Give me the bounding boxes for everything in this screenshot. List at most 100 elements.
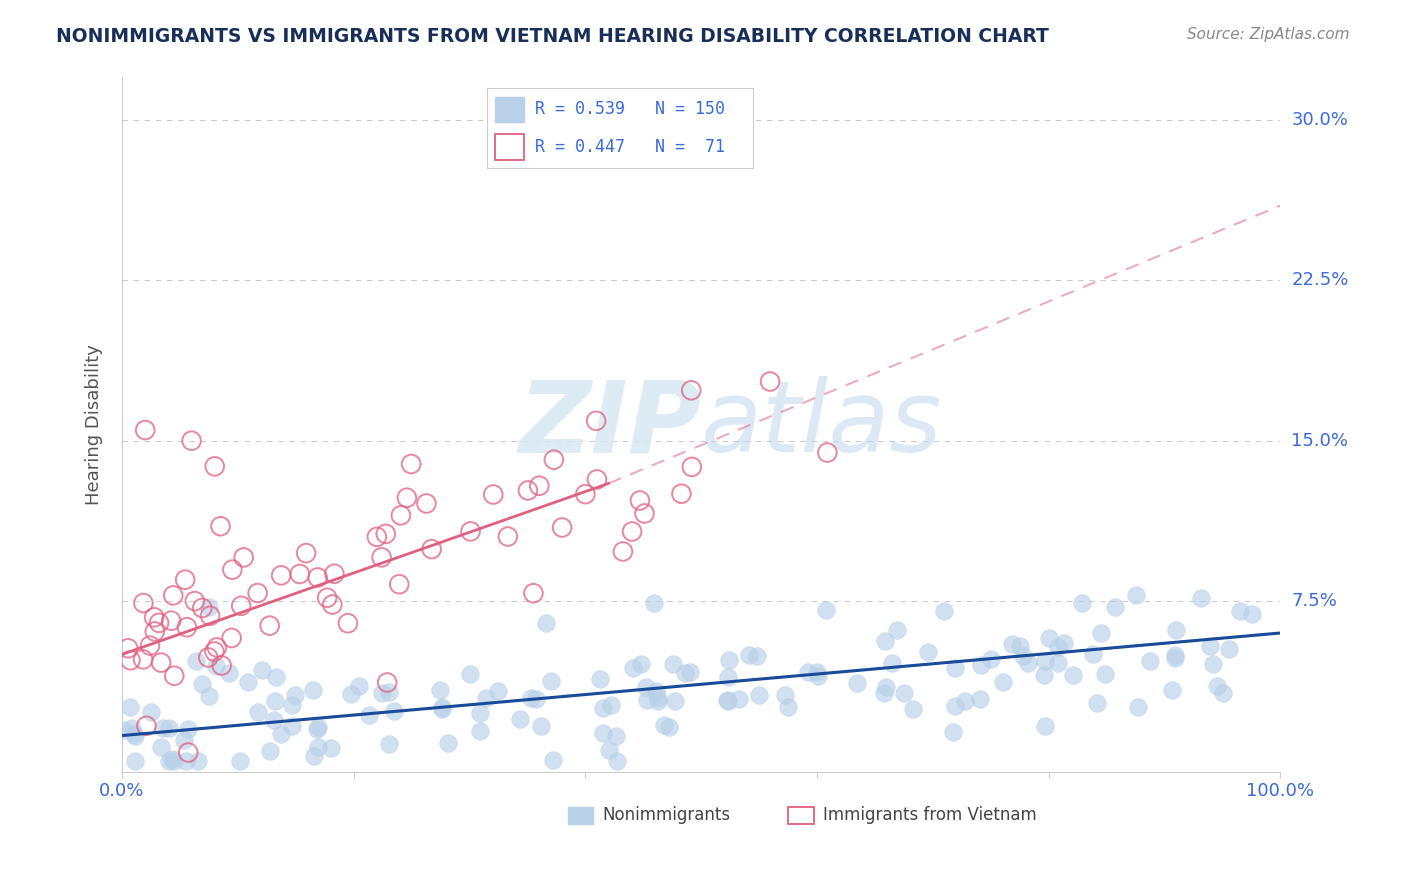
Point	[643, 596, 665, 610]
Point	[1017, 656, 1039, 670]
Text: 22.5%: 22.5%	[1292, 271, 1348, 289]
Point	[388, 577, 411, 591]
Point	[340, 687, 363, 701]
Point	[991, 675, 1014, 690]
Point	[1033, 654, 1056, 668]
Point	[681, 384, 703, 398]
Point	[482, 487, 505, 501]
Point	[516, 483, 538, 498]
Point	[124, 754, 146, 768]
Point	[748, 689, 770, 703]
Point	[370, 550, 392, 565]
Point	[112, 723, 135, 737]
Bar	[789, 806, 814, 824]
Point	[139, 705, 162, 719]
Point	[246, 586, 269, 600]
Point	[250, 663, 273, 677]
Point	[229, 754, 252, 768]
Point	[943, 661, 966, 675]
Point	[399, 457, 422, 471]
Point	[378, 737, 401, 751]
Point	[415, 496, 437, 510]
Point	[157, 754, 180, 768]
Text: Source: ZipAtlas.com: Source: ZipAtlas.com	[1187, 27, 1350, 42]
Point	[630, 657, 652, 671]
Text: Immigrants from Vietnam: Immigrants from Vietnam	[823, 806, 1036, 824]
Point	[600, 698, 623, 712]
Point	[540, 674, 562, 689]
Point	[211, 658, 233, 673]
Point	[1090, 625, 1112, 640]
Point	[534, 615, 557, 630]
Point	[474, 691, 496, 706]
Point	[530, 718, 553, 732]
Point	[932, 604, 955, 618]
Point	[157, 721, 180, 735]
Point	[1046, 656, 1069, 670]
Point	[236, 674, 259, 689]
Point	[543, 753, 565, 767]
Point	[184, 594, 207, 608]
Point	[589, 672, 612, 686]
Point	[198, 600, 221, 615]
Point	[942, 725, 965, 739]
Point	[586, 472, 609, 486]
Point	[1164, 648, 1187, 663]
Point	[302, 683, 325, 698]
Point	[1126, 699, 1149, 714]
Point	[662, 657, 685, 671]
Point	[389, 508, 412, 523]
Point	[432, 702, 454, 716]
Point	[266, 670, 288, 684]
Point	[281, 719, 304, 733]
Point	[284, 688, 307, 702]
Point	[198, 690, 221, 704]
Point	[612, 544, 634, 558]
Point	[1052, 636, 1074, 650]
Point	[1164, 651, 1187, 665]
Point	[1085, 696, 1108, 710]
Point	[132, 652, 155, 666]
Point	[776, 699, 799, 714]
Point	[1164, 623, 1187, 637]
Point	[143, 610, 166, 624]
Point	[717, 670, 740, 684]
Point	[468, 706, 491, 721]
Point	[420, 542, 443, 557]
Point	[281, 698, 304, 712]
Text: 7.5%: 7.5%	[1292, 592, 1337, 610]
Point	[135, 719, 157, 733]
Point	[875, 680, 897, 694]
Point	[319, 740, 342, 755]
Point	[486, 684, 509, 698]
Point	[524, 692, 547, 706]
Point	[585, 414, 607, 428]
Point	[1062, 668, 1084, 682]
Text: Nonimmigrants: Nonimmigrants	[603, 806, 731, 824]
Point	[173, 733, 195, 747]
Point	[176, 620, 198, 634]
Point	[1205, 679, 1227, 693]
Point	[628, 493, 651, 508]
Point	[673, 665, 696, 680]
Point	[1212, 686, 1234, 700]
Point	[191, 677, 214, 691]
Point	[152, 721, 174, 735]
Point	[160, 752, 183, 766]
Text: ZIP: ZIP	[519, 376, 702, 473]
Point	[288, 567, 311, 582]
Point	[814, 603, 837, 617]
Point	[307, 739, 329, 754]
Point	[429, 682, 451, 697]
Point	[264, 694, 287, 708]
Point	[747, 648, 769, 663]
Point	[893, 685, 915, 699]
Point	[270, 727, 292, 741]
Point	[307, 570, 329, 584]
Point	[295, 546, 318, 560]
Point	[302, 749, 325, 764]
Point	[120, 699, 142, 714]
Point	[886, 623, 908, 637]
Point	[316, 591, 339, 605]
Point	[134, 423, 156, 437]
